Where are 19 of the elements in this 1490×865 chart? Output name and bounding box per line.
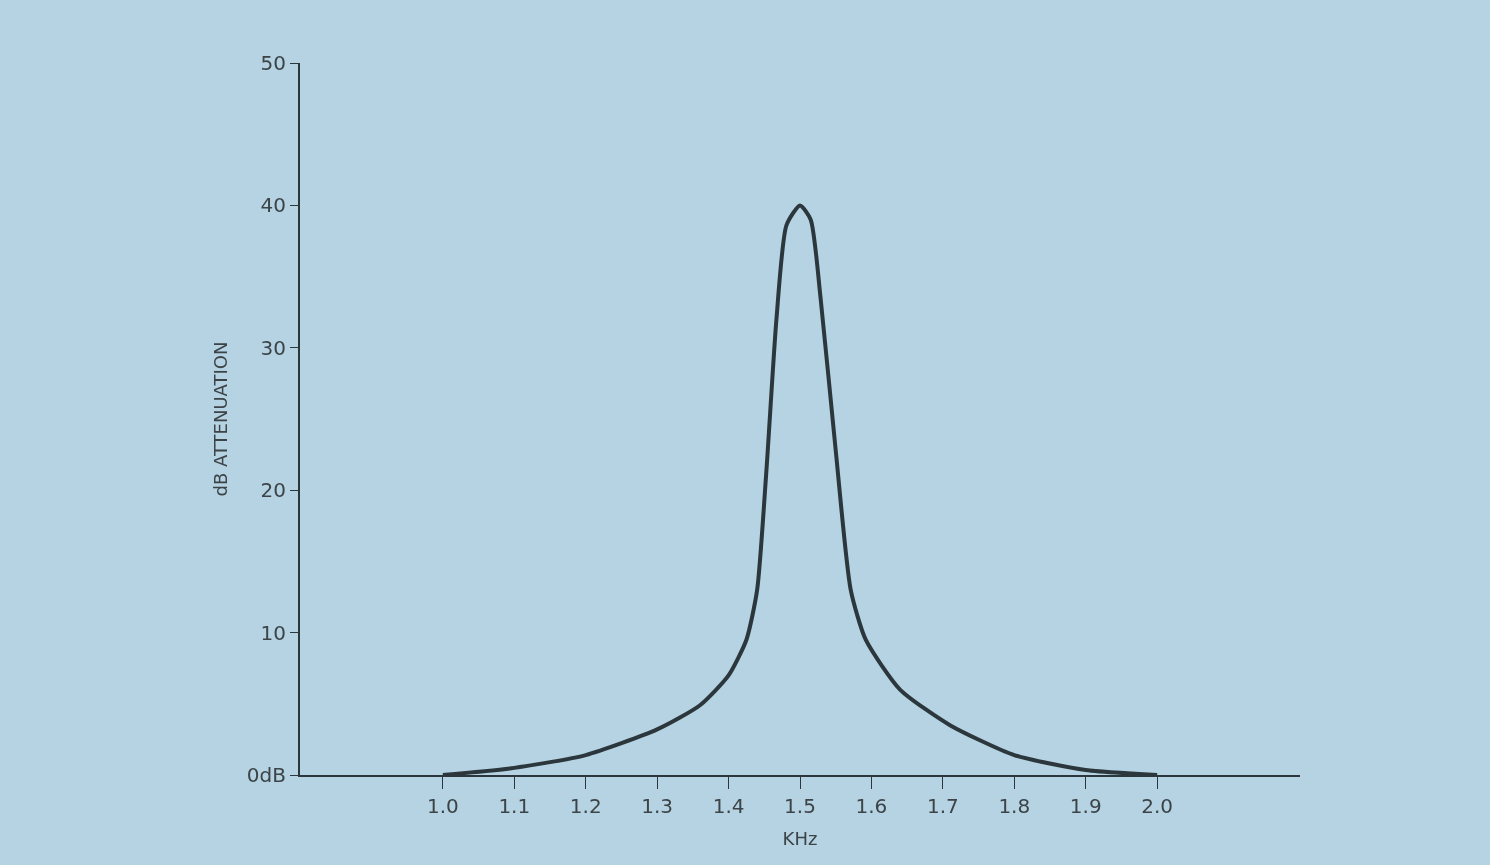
- x-tick-label: 1.2: [569, 794, 602, 818]
- x-tick-label: 2.0: [1141, 794, 1174, 818]
- y-tick-label: 10: [260, 620, 286, 645]
- x-tick-label: 1.4: [712, 794, 745, 818]
- y-tick-label: 40: [260, 193, 286, 218]
- x-tick-label: 1.7: [926, 794, 959, 818]
- x-tick-label: 1.8: [998, 794, 1031, 818]
- x-tick-label: 1.0: [426, 794, 459, 818]
- x-tick-label: 1.3: [641, 794, 674, 818]
- y-tick-label: 50: [260, 51, 286, 75]
- x-axis-title: KHz: [782, 827, 818, 849]
- y-tick-label: 0dB: [246, 763, 286, 787]
- x-tick-label: 1.6: [855, 794, 888, 818]
- x-tick-label: 1.5: [784, 794, 816, 818]
- y-tick-label: 30: [260, 335, 286, 360]
- x-tick-label: 1.1: [498, 794, 531, 818]
- y-axis-title: dB ATTENUATION: [209, 341, 231, 497]
- y-tick-label: 20: [260, 478, 286, 503]
- x-tick-label: 1.9: [1069, 794, 1102, 818]
